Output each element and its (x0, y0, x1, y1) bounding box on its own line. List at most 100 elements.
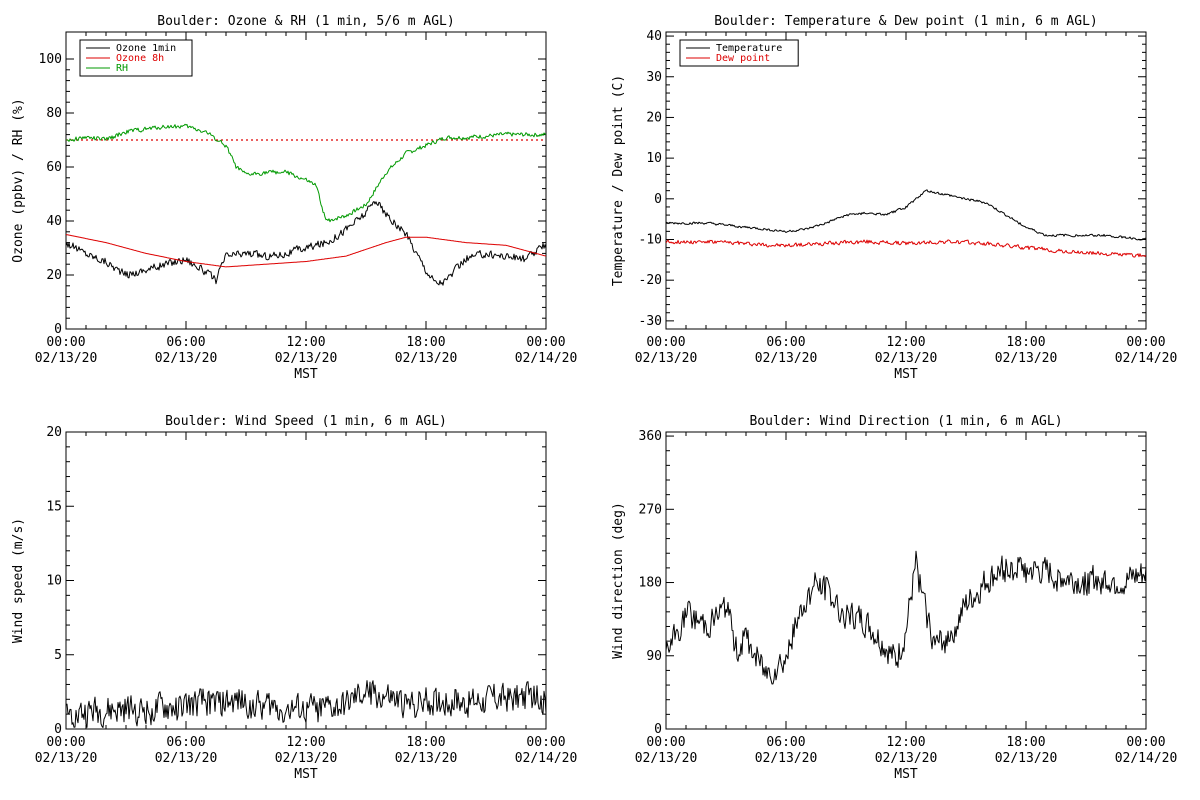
x-tick-label-date: 02/13/20 (395, 751, 458, 766)
x-tick-label-date: 02/13/20 (635, 351, 698, 366)
x-tick-label-time: 12:00 (886, 735, 925, 750)
x-tick-label-time: 00:00 (46, 735, 85, 750)
legend-label: Dew point (716, 53, 770, 64)
x-tick-label-date: 02/13/20 (995, 751, 1058, 766)
y-tick-label: 270 (639, 502, 662, 517)
y-tick-label: 20 (46, 425, 62, 440)
plot-data (666, 550, 1146, 685)
y-tick-label: 80 (46, 106, 62, 121)
x-tick-label-date: 02/13/20 (155, 751, 218, 766)
y-axis-label: Temperature / Dew point (C) (611, 75, 626, 286)
series-line-ozone-1min (66, 201, 546, 286)
x-tick-label-date: 02/14/20 (515, 751, 578, 766)
x-tick-label-date: 02/13/20 (875, 351, 938, 366)
y-tick-label: 0 (654, 192, 662, 207)
series-line-ozone-8h (66, 234, 546, 268)
legend-label: Ozone 1min (116, 43, 176, 54)
series-line-dew-point (666, 239, 1146, 258)
x-axis-label: MST (294, 367, 318, 382)
plot-data (666, 189, 1146, 258)
y-axis-label: Wind speed (m/s) (11, 518, 26, 643)
y-tick-label: 5 (54, 648, 62, 663)
x-axis-label: MST (894, 767, 918, 782)
y-tick-label: 15 (46, 499, 62, 514)
x-tick-label-time: 00:00 (526, 335, 565, 350)
x-tick-label-time: 06:00 (766, 335, 805, 350)
x-tick-label-date: 02/13/20 (275, 751, 338, 766)
x-tick-label-date: 02/14/20 (1115, 351, 1178, 366)
plot-data (66, 123, 546, 286)
chart-title: Boulder: Ozone & RH (1 min, 5/6 m AGL) (157, 14, 454, 29)
series-line-series (66, 680, 546, 728)
y-tick-label: 40 (646, 29, 662, 44)
x-tick-label-time: 18:00 (1006, 335, 1045, 350)
x-tick-label-date: 02/13/20 (635, 751, 698, 766)
chart-panel-1: Boulder: Ozone & RH (1 min, 5/6 m AGL)00… (11, 14, 577, 382)
y-tick-label: 0 (654, 722, 662, 737)
legend-label: RH (116, 63, 128, 74)
y-tick-label: 10 (46, 574, 62, 589)
x-tick-label-time: 00:00 (1126, 335, 1165, 350)
y-tick-label: 90 (646, 649, 662, 664)
x-tick-label-time: 06:00 (766, 735, 805, 750)
chart-panel-4: Boulder: Wind Direction (1 min, 6 m AGL)… (611, 414, 1177, 782)
x-tick-label-date: 02/13/20 (755, 351, 818, 366)
x-tick-label-time: 00:00 (1126, 735, 1165, 750)
y-tick-label: 20 (646, 110, 662, 125)
y-tick-label: -10 (639, 232, 662, 247)
plot-frame (665, 431, 1147, 730)
x-tick-label-date: 02/14/20 (1115, 751, 1178, 766)
y-tick-label: 60 (46, 160, 62, 175)
x-tick-label-date: 02/13/20 (395, 351, 458, 366)
series-line-series (666, 550, 1146, 685)
y-tick-label: 20 (46, 268, 62, 283)
x-tick-label-time: 00:00 (46, 335, 85, 350)
y-tick-label: 30 (646, 70, 662, 85)
y-tick-label: 180 (639, 576, 662, 591)
x-tick-label-date: 02/13/20 (875, 751, 938, 766)
x-tick-label-date: 02/13/20 (755, 751, 818, 766)
x-axis-label: MST (894, 367, 918, 382)
y-tick-label: 360 (639, 429, 662, 444)
y-tick-label: 100 (39, 52, 62, 67)
x-tick-label-time: 12:00 (286, 735, 325, 750)
x-tick-label-time: 18:00 (1006, 735, 1045, 750)
x-tick-label-date: 02/14/20 (515, 351, 578, 366)
x-tick-label-date: 02/13/20 (35, 351, 98, 366)
x-tick-label-time: 18:00 (406, 335, 445, 350)
y-tick-label: 0 (54, 722, 62, 737)
x-tick-label-time: 06:00 (166, 335, 205, 350)
chart-panel-2: Boulder: Temperature & Dew point (1 min,… (611, 14, 1177, 382)
series-line-rh (66, 123, 546, 223)
legend-box (679, 39, 799, 67)
legend-label: Temperature (716, 43, 782, 54)
x-tick-label-time: 00:00 (526, 735, 565, 750)
x-tick-label-time: 06:00 (166, 735, 205, 750)
x-tick-label-time: 12:00 (286, 335, 325, 350)
plot-frame (65, 31, 547, 330)
y-axis-label: Wind direction (deg) (611, 502, 626, 659)
x-tick-label-date: 02/13/20 (995, 351, 1058, 366)
legend-label: Ozone 8h (116, 53, 164, 64)
chart-title: Boulder: Temperature & Dew point (1 min,… (714, 14, 1098, 29)
chart-panel-3: Boulder: Wind Speed (1 min, 6 m AGL) 00:0… (11, 414, 577, 782)
y-tick-label: 40 (46, 214, 62, 229)
plot-frame (65, 431, 547, 730)
plot-data (66, 680, 546, 728)
x-tick-label-time: 12:00 (886, 335, 925, 350)
x-tick-label-time: 18:00 (406, 735, 445, 750)
x-axis-label: MST (294, 767, 318, 782)
x-tick-label-time: 00:00 (646, 335, 685, 350)
y-tick-label: -30 (639, 314, 662, 329)
y-tick-label: 0 (54, 322, 62, 337)
x-tick-label-date: 02/13/20 (275, 351, 338, 366)
series-line-temperature (666, 189, 1146, 241)
x-tick-label-time: 00:00 (646, 735, 685, 750)
y-tick-label: 10 (646, 151, 662, 166)
chart-title: Boulder: Wind Speed (1 min, 6 m AGL) (165, 414, 447, 429)
x-tick-label-date: 02/13/20 (155, 351, 218, 366)
y-tick-label: -20 (639, 273, 662, 288)
